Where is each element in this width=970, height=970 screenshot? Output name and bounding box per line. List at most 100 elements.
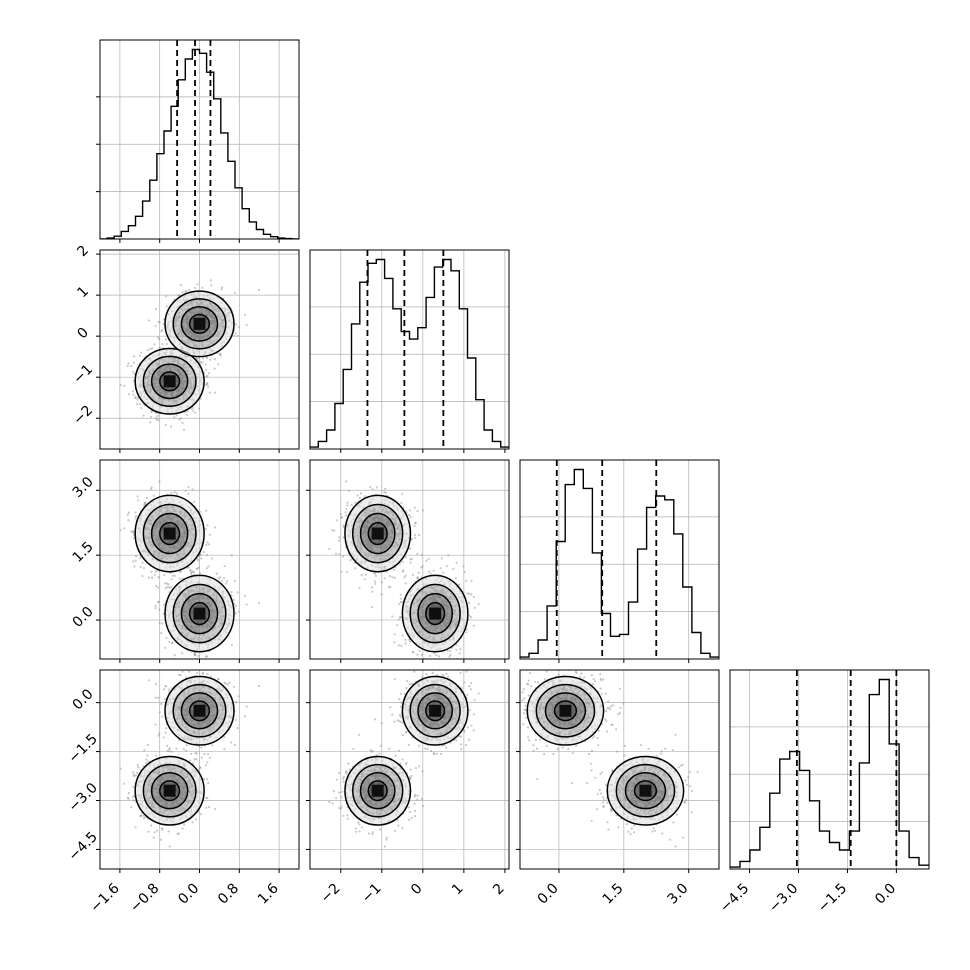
scatter-point xyxy=(127,393,130,396)
scatter-point xyxy=(206,356,209,359)
scatter-point xyxy=(410,558,413,561)
scatter-point xyxy=(400,644,403,647)
scatter-point xyxy=(202,357,205,360)
scatter-point xyxy=(150,570,153,573)
scatter-point xyxy=(158,480,161,483)
scatter-point xyxy=(341,516,344,519)
scatter-point xyxy=(187,485,190,489)
scatter-point xyxy=(143,501,146,505)
scatter-point xyxy=(138,403,141,406)
scatter-point xyxy=(193,653,196,656)
scatter-point xyxy=(134,559,137,562)
scatter-point xyxy=(162,322,165,326)
scatter-point xyxy=(342,536,345,539)
scatter-point xyxy=(208,533,211,536)
scatter-point xyxy=(136,403,139,406)
scatter-point xyxy=(209,358,212,361)
scatter-point xyxy=(131,390,134,393)
scatter-point xyxy=(408,514,411,517)
scatter-point xyxy=(205,368,208,371)
scatter-point xyxy=(417,533,421,537)
scatter-point xyxy=(410,538,413,541)
scatter-point xyxy=(233,579,236,582)
scatter-point xyxy=(470,579,473,583)
scatter-point xyxy=(134,396,137,399)
scatter-point xyxy=(369,485,372,489)
scatter-point xyxy=(164,646,167,649)
scatter-point xyxy=(178,294,181,297)
scatter-point xyxy=(162,612,165,616)
scatter-point xyxy=(342,555,345,558)
scatter-point xyxy=(165,342,169,345)
scatter-point xyxy=(425,559,428,562)
scatter-point xyxy=(443,671,445,673)
scatter-point xyxy=(155,418,158,421)
scatter-point xyxy=(342,524,345,527)
scatter-point xyxy=(196,567,199,570)
scatter-point xyxy=(207,385,210,388)
scatter-point xyxy=(205,655,208,658)
scatter-point xyxy=(401,570,404,573)
scatter-point xyxy=(181,291,184,294)
scatter-point xyxy=(417,571,420,574)
scatter-point xyxy=(452,567,455,571)
scatter-point xyxy=(161,328,164,332)
scatter-point xyxy=(408,547,412,550)
histogram-panel-1 xyxy=(96,39,300,243)
scatter-point xyxy=(155,570,158,573)
scatter-point xyxy=(401,492,404,495)
histogram-step-3 xyxy=(520,468,719,658)
scatter-point xyxy=(157,336,160,339)
scatter-point xyxy=(230,643,233,647)
scatter-point xyxy=(422,509,425,512)
scatter-point xyxy=(233,291,236,294)
scatter-point xyxy=(468,601,471,605)
scatter-point xyxy=(234,612,237,615)
scatter-point xyxy=(217,363,220,366)
scatter-point xyxy=(232,598,235,602)
scatter-point xyxy=(354,567,357,570)
scatter-point xyxy=(199,397,202,400)
scatter-point xyxy=(181,652,184,655)
scatter-point xyxy=(165,636,168,639)
scatter-point xyxy=(132,530,135,533)
y-tick-label: 0 xyxy=(74,325,92,343)
y-tick-label: −2 xyxy=(70,402,96,428)
scatter-point xyxy=(234,332,237,335)
scatter-point xyxy=(133,565,136,568)
scatter-point xyxy=(196,357,199,360)
scatter-point xyxy=(170,491,173,494)
scatter-point xyxy=(234,604,238,608)
scatter-point xyxy=(332,529,336,532)
scatter-point xyxy=(187,492,190,495)
scatter-point xyxy=(205,528,208,531)
scatter-point xyxy=(454,577,457,580)
scatter-point xyxy=(429,572,432,575)
scatter-point xyxy=(150,415,153,418)
scatter-point xyxy=(158,621,161,625)
scatter-point xyxy=(421,565,424,568)
scatter-point xyxy=(151,347,154,350)
scatter-point xyxy=(211,671,213,673)
scatter-point xyxy=(387,586,390,589)
scatter-point xyxy=(140,407,143,410)
scatter-point xyxy=(149,421,152,424)
scatter-point xyxy=(346,504,349,507)
scatter-point xyxy=(408,638,411,641)
scatter-point xyxy=(158,321,161,324)
scatter-point xyxy=(448,655,451,658)
scatter-point xyxy=(130,364,133,368)
scatter-point xyxy=(142,567,145,570)
scatter-point xyxy=(196,558,199,561)
scatter-point xyxy=(198,566,201,569)
scatter-point xyxy=(398,603,401,606)
scatter-point xyxy=(127,511,130,514)
scatter-point xyxy=(119,384,122,387)
scatter-point xyxy=(214,526,217,529)
scatter-point xyxy=(206,382,209,385)
scatter-point xyxy=(143,503,146,506)
panel-frame xyxy=(519,459,720,660)
scatter-point xyxy=(179,417,183,420)
scatter-point xyxy=(400,501,403,505)
density-peak-2 xyxy=(193,607,206,620)
